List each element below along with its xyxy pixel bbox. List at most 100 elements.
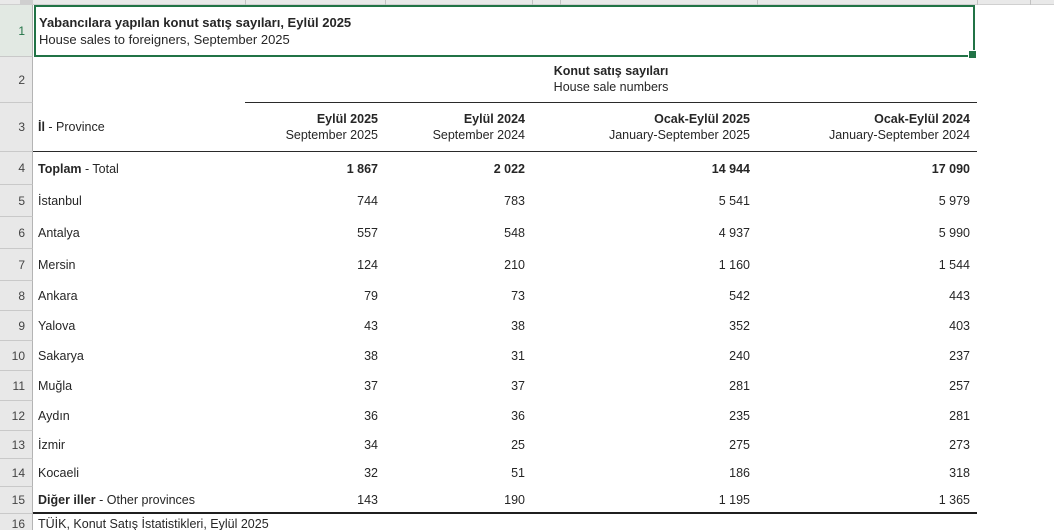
row-header-8[interactable]: 8 [0,281,33,311]
cell-col-header-4[interactable]: Ocak-Eylül 2024 January-September 2024 [757,111,977,144]
value-cell[interactable]: 1 365 [938,492,970,507]
column-divider [977,0,978,5]
value-cell[interactable]: 2 022 [493,161,525,176]
value-cell[interactable]: 744 [357,194,378,208]
value-cell[interactable]: 235 [729,409,750,423]
table-row: Aydın 36 36 235 281 [33,401,977,431]
row-header-16[interactable]: 16 [0,514,33,530]
value-cell[interactable]: 34 [364,438,378,452]
row-label: Antalya [38,226,80,240]
row-header-13[interactable]: 13 [0,431,33,459]
value-cell[interactable]: 403 [949,319,970,333]
row-label: Mersin [38,258,76,272]
select-all-corner[interactable] [20,0,33,5]
value-cell[interactable]: 186 [729,466,750,480]
cell-col-header-1[interactable]: Eylül 2025 September 2025 [245,111,385,144]
value-cell[interactable]: 5 541 [718,194,750,208]
row-header-12[interactable]: 12 [0,401,33,431]
row-label-cell[interactable]: Antalya [33,226,245,240]
value-cell[interactable]: 237 [949,349,970,363]
value-cell[interactable]: 443 [949,289,970,303]
row-header-4[interactable]: 4 [0,152,33,185]
row-label-cell[interactable]: Toplam - Total [33,162,245,176]
row-header-1[interactable]: 1 [0,5,33,57]
row-header-7[interactable]: 7 [0,249,33,281]
value-cell[interactable]: 51 [511,466,525,480]
row-label-cell[interactable]: İstanbul [33,194,245,208]
row-label-cell[interactable]: Aydın [33,409,245,423]
row-label-cell[interactable]: Kocaeli [33,466,245,480]
value-cell[interactable]: 38 [511,319,525,333]
value-cell[interactable]: 37 [511,379,525,393]
value-cell[interactable]: 273 [949,438,970,452]
row-label-cell[interactable]: Muğla [33,379,245,393]
value-cell[interactable]: 31 [511,349,525,363]
value-cell[interactable]: 240 [729,349,750,363]
table-row: Antalya 557 548 4 937 5 990 [33,217,977,249]
cell-group-header[interactable]: Konut satış sayıları House sale numbers [245,57,977,103]
value-cell[interactable]: 548 [504,226,525,240]
value-cell[interactable]: 257 [949,379,970,393]
value-cell[interactable]: 17 090 [931,161,970,176]
value-cell[interactable]: 5 979 [938,194,970,208]
cell-label-header[interactable]: İl - Province [33,119,245,135]
row-header-6[interactable]: 6 [0,217,33,249]
value-cell[interactable]: 36 [511,409,525,423]
row-header-3[interactable]: 3 [0,103,33,152]
value-cell[interactable]: 38 [364,349,378,363]
table-row: İstanbul 744 783 5 541 5 979 [33,185,977,217]
value-cell[interactable]: 210 [504,258,525,272]
value-cell[interactable]: 1 160 [718,258,750,272]
row-header-15[interactable]: 15 [0,487,33,514]
value-cell[interactable]: 318 [949,466,970,480]
table-row-total: Toplam - Total 1 867 2 022 14 944 17 090 [33,152,977,185]
value-cell[interactable]: 4 937 [718,226,750,240]
row-header-9[interactable]: 9 [0,311,33,341]
table-row-other-provinces: Diğer iller - Other provinces 143 190 1 … [33,487,977,514]
row-label: Ankara [38,289,78,303]
value-cell[interactable]: 281 [949,409,970,423]
row-header-11[interactable]: 11 [0,371,33,401]
value-cell[interactable]: 557 [357,226,378,240]
row-header-5[interactable]: 5 [0,185,33,217]
row-header-2[interactable]: 2 [0,57,33,103]
column-divider [245,0,246,5]
value-cell[interactable]: 1 544 [938,258,970,272]
col4-header-en: January-September 2024 [828,128,970,142]
cell-col-header-2[interactable]: Eylül 2024 September 2024 [385,111,532,144]
row-header-14[interactable]: 14 [0,459,33,487]
cell-col-header-3[interactable]: Ocak-Eylül 2025 January-September 2025 [532,111,757,144]
row-header-10[interactable]: 10 [0,341,33,371]
row-label-cell[interactable]: Ankara [33,289,245,303]
row-label-cell[interactable]: Mersin [33,258,245,272]
table-row: Ankara 79 73 542 443 [33,281,977,311]
value-cell[interactable]: 783 [504,194,525,208]
value-cell[interactable]: 275 [729,438,750,452]
row-label-cell[interactable]: Diğer iller - Other provinces [33,493,245,507]
value-cell[interactable]: 5 990 [938,226,970,240]
value-cell[interactable]: 32 [364,466,378,480]
value-cell[interactable]: 14 944 [711,161,750,176]
value-cell[interactable]: 281 [729,379,750,393]
value-cell[interactable]: 43 [364,319,378,333]
value-cell[interactable]: 36 [364,409,378,423]
column-divider [1030,0,1031,5]
cell-source-note[interactable]: TÜİK, Konut Satış İstatistikleri, Eylül … [38,517,269,530]
row-label-cell[interactable]: İzmir [33,438,245,452]
cell-title[interactable]: Yabancılara yapılan konut satış sayıları… [33,14,351,48]
value-cell[interactable]: 1 867 [346,161,378,176]
value-cell[interactable]: 124 [357,258,378,272]
value-cell[interactable]: 79 [364,289,378,303]
row-label-cell[interactable]: Sakarya [33,349,245,363]
value-cell[interactable]: 1 195 [718,492,750,507]
value-cell[interactable]: 73 [511,289,525,303]
value-cell[interactable]: 190 [504,492,525,507]
value-cell[interactable]: 37 [364,379,378,393]
group-header-row: Konut satış sayıları House sale numbers [33,57,977,103]
value-cell[interactable]: 352 [729,319,750,333]
value-cell[interactable]: 25 [511,438,525,452]
row-label-cell[interactable]: Yalova [33,319,245,333]
value-cell[interactable]: 143 [357,492,378,507]
value-cell[interactable]: 542 [729,289,750,303]
cell-empty[interactable] [33,57,245,103]
